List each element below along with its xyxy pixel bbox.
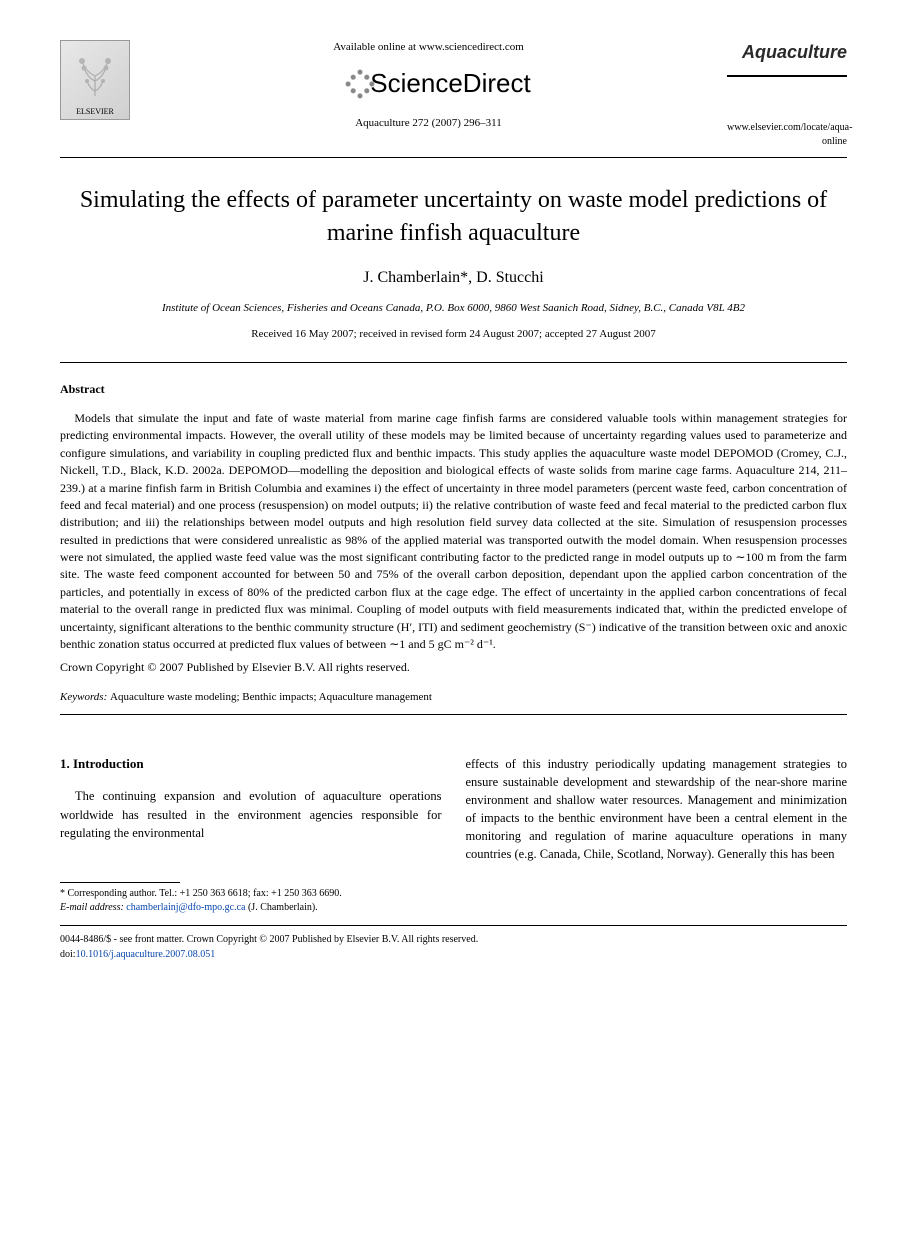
rule-below-keywords [60, 714, 847, 715]
footnote-separator [60, 882, 180, 883]
email-label: E-mail address: [60, 902, 124, 913]
section-heading-intro: 1. Introduction [60, 755, 442, 774]
column-left: 1. Introduction The continuing expansion… [60, 755, 442, 915]
corresponding-author: * Corresponding author. Tel.: +1 250 363… [60, 887, 442, 901]
authors: J. Chamberlain*, D. Stucchi [60, 267, 847, 289]
footnote-block: * Corresponding author. Tel.: +1 250 363… [60, 887, 442, 915]
sciencedirect-text: ScienceDirect [370, 65, 530, 101]
keywords-label: Keywords: [60, 691, 107, 703]
abstract-heading: Abstract [60, 381, 847, 398]
journal-box: Aquaculture www.elsevier.com/locate/aqua… [727, 40, 847, 149]
footer-block: 0044-8486/$ - see front matter. Crown Co… [60, 932, 847, 962]
email-suffix: (J. Chamberlain). [248, 902, 318, 913]
keywords-line: Keywords: Aquaculture waste modeling; Be… [60, 690, 847, 705]
abstract-copyright: Crown Copyright © 2007 Published by Else… [60, 659, 847, 676]
center-header: Available online at www.sciencedirect.co… [130, 40, 727, 135]
issn-line: 0044-8486/$ - see front matter. Crown Co… [60, 932, 847, 947]
affiliation: Institute of Ocean Sciences, Fisheries a… [60, 301, 847, 316]
available-online-text: Available online at www.sciencedirect.co… [150, 40, 707, 55]
header-row: ELSEVIER Available online at www.science… [60, 40, 847, 149]
intro-paragraph-right: effects of this industry periodically up… [466, 755, 848, 864]
elsevier-tree-icon [70, 46, 120, 101]
email-line: E-mail address: chamberlainj@dfo-mpo.gc.… [60, 901, 442, 915]
page-container: ELSEVIER Available online at www.science… [0, 0, 907, 992]
sciencedirect-logo: ScienceDirect [150, 65, 707, 101]
citation-line: Aquaculture 272 (2007) 296–311 [150, 116, 707, 131]
article-dates: Received 16 May 2007; received in revise… [60, 327, 847, 342]
journal-name: Aquaculture [727, 40, 847, 77]
rule-above-abstract [60, 362, 847, 363]
body-columns: 1. Introduction The continuing expansion… [60, 755, 847, 915]
doi-line: doi:10.1016/j.aquaculture.2007.08.051 [60, 947, 847, 962]
elsevier-label: ELSEVIER [76, 106, 114, 117]
doi-link[interactable]: 10.1016/j.aquaculture.2007.08.051 [76, 949, 216, 960]
elsevier-logo: ELSEVIER [60, 40, 130, 120]
keywords-value: Aquaculture waste modeling; Benthic impa… [110, 691, 432, 703]
abstract-body: Models that simulate the input and fate … [60, 410, 847, 653]
column-right: effects of this industry periodically up… [466, 755, 848, 915]
email-link[interactable]: chamberlainj@dfo-mpo.gc.ca [126, 902, 245, 913]
sciencedirect-flower-icon [326, 67, 360, 101]
article-title: Simulating the effects of parameter unce… [60, 184, 847, 249]
journal-url: www.elsevier.com/locate/aqua-online [727, 121, 847, 149]
rule-top [60, 157, 847, 158]
rule-footer [60, 925, 847, 926]
intro-paragraph-left: The continuing expansion and evolution o… [60, 787, 442, 841]
doi-label: doi: [60, 949, 76, 960]
